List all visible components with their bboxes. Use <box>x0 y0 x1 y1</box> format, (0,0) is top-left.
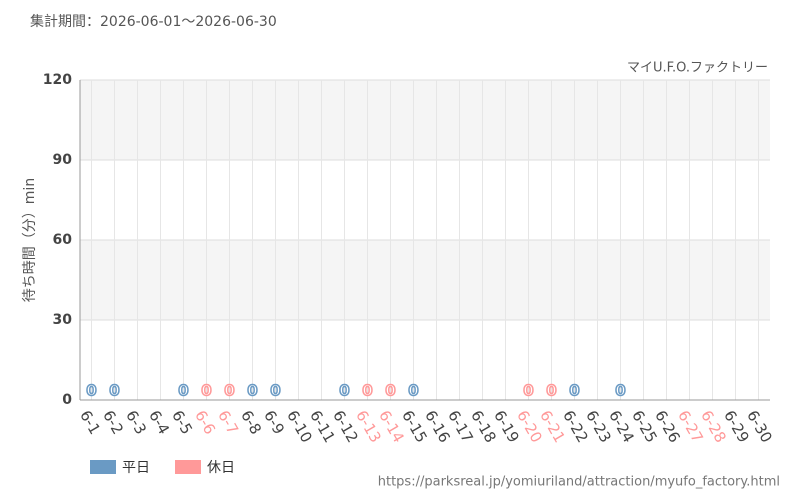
x-tick-label: 6-30 <box>743 407 776 445</box>
x-tick-label: 6-3 <box>122 407 150 437</box>
x-tick-label: 6-8 <box>237 407 265 437</box>
x-tick-label: 6-2 <box>99 407 127 437</box>
x-tick-label: 6-4 <box>145 407 173 437</box>
value-label: 0 <box>339 382 349 400</box>
value-label: 0 <box>224 382 234 400</box>
y-tick-label: 120 <box>43 72 72 88</box>
value-label: 0 <box>408 382 418 400</box>
value-label: 0 <box>270 382 280 400</box>
y-tick-label: 0 <box>62 392 72 408</box>
value-label: 0 <box>109 382 119 400</box>
value-label: 0 <box>546 382 556 400</box>
x-tick-label: 6-7 <box>214 407 242 437</box>
x-tick-label: 6-1 <box>76 407 104 437</box>
value-label: 0 <box>569 382 579 400</box>
legend-label: 平日 <box>122 460 150 476</box>
source: https://parksreal.jp/yomiuriland/attract… <box>378 475 780 490</box>
value-label: 0 <box>523 382 533 400</box>
value-label: 0 <box>178 382 188 400</box>
x-tick-label: 6-5 <box>168 407 196 437</box>
legend-swatch <box>175 460 201 474</box>
value-label: 0 <box>362 382 372 400</box>
value-label: 0 <box>86 382 96 400</box>
value-label: 0 <box>201 382 211 400</box>
value-label: 0 <box>615 382 625 400</box>
y-tick-label: 90 <box>53 152 73 168</box>
x-tick-label: 6-9 <box>260 407 288 437</box>
x-tick-label: 6-6 <box>191 407 219 437</box>
value-label: 0 <box>385 382 395 400</box>
band <box>80 80 770 160</box>
value-label: 0 <box>247 382 257 400</box>
legend-swatch <box>90 460 116 474</box>
chart-title: 集計期間：2026-06-01～2026-06-30 <box>30 13 277 30</box>
legend-label: 休日 <box>207 460 235 476</box>
y-axis-label: 待ち時間（分）min <box>22 178 38 302</box>
band <box>80 240 770 320</box>
chart-subtitle: マイU.F.O.ファクトリー <box>627 61 768 76</box>
y-tick-label: 30 <box>53 312 73 328</box>
y-tick-label: 60 <box>53 232 73 248</box>
